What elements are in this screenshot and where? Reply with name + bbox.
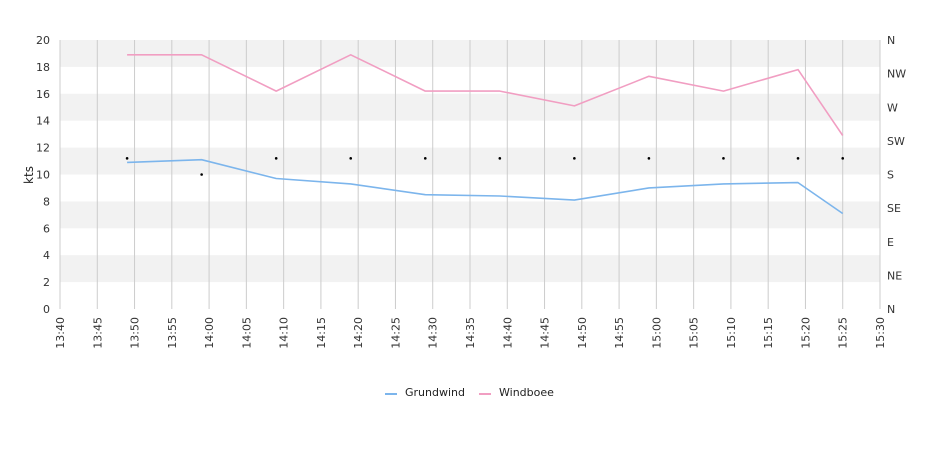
y-axis-right: N NW W SW S SE E NE N (887, 34, 906, 316)
x-tick-label: 14:45 (539, 317, 552, 349)
x-tick-label: 15:00 (650, 317, 663, 349)
y2-tick-label: SE (887, 202, 901, 215)
y-tick-label: 6 (43, 222, 50, 235)
direction-marker (125, 157, 129, 160)
y2-tick-label: N (887, 34, 895, 47)
x-tick-label: 15:25 (837, 317, 850, 349)
direction-marker (200, 173, 203, 176)
y-tick-label: 8 (43, 195, 50, 208)
y-tick-label: 4 (43, 249, 50, 262)
legend: Grundwind Windboee (385, 386, 554, 399)
x-tick-label: 14:35 (464, 317, 477, 349)
x-tick-label: 14:20 (352, 317, 365, 349)
x-tick-label: 13:45 (91, 317, 104, 349)
x-tick-label: 14:10 (278, 317, 291, 349)
y2-tick-label: S (887, 169, 894, 182)
direction-markers (125, 157, 845, 176)
y-tick-label: 0 (43, 303, 50, 316)
x-tick-label: 14:40 (501, 317, 514, 349)
y-tick-label: 14 (36, 115, 50, 128)
legend-label-windboee: Windboee (499, 386, 554, 399)
y2-tick-label: W (887, 101, 898, 114)
x-tick-label: 15:20 (799, 317, 812, 349)
x-tick-label: 15:30 (874, 317, 887, 349)
x-tick-label: 13:50 (129, 317, 142, 349)
series-line-grundwind (127, 158, 844, 215)
y-tick-label: 2 (43, 276, 50, 289)
y-tick-label: 10 (36, 169, 50, 182)
direction-marker (498, 157, 502, 160)
x-tick-label: 15:10 (725, 317, 738, 349)
y-tick-label: 20 (36, 34, 50, 47)
x-tick-label: 14:00 (203, 317, 216, 349)
x-tick-label: 14:15 (315, 317, 328, 349)
x-tick-label: 14:30 (427, 317, 440, 349)
y2-tick-label: NE (887, 269, 902, 282)
x-tick-label: 14:50 (576, 317, 589, 349)
y-tick-label: 12 (36, 142, 50, 155)
direction-marker (796, 157, 800, 160)
series-layer (127, 53, 844, 215)
y2-tick-label: N (887, 303, 895, 316)
legend-label-grundwind: Grundwind (405, 386, 465, 399)
legend-item-windboee[interactable]: Windboee (479, 386, 554, 399)
x-tick-label: 14:25 (389, 317, 402, 349)
y-tick-label: 16 (36, 88, 50, 101)
y-axis-left: 0 2 4 6 8 10 12 14 16 18 20 (36, 34, 50, 316)
y2-tick-label: NW (887, 68, 906, 81)
y-axis-title: kts (22, 166, 36, 184)
x-tick-label: 15:15 (762, 317, 775, 349)
direction-marker (573, 157, 576, 160)
direction-marker (722, 157, 725, 160)
x-tick-label: 15:05 (688, 317, 701, 349)
direction-marker (274, 157, 278, 160)
series-line-windboee (127, 53, 844, 136)
x-tick-label: 14:05 (240, 317, 253, 349)
x-axis: 13:40 13:45 13:50 13:55 14:00 14:05 14:10 14:15… (54, 317, 887, 349)
direction-marker (423, 157, 427, 160)
x-tick-label: 13:55 (166, 317, 179, 349)
direction-marker (841, 157, 845, 160)
x-tick-label: 13:40 (54, 317, 67, 349)
y2-tick-label: SW (887, 135, 905, 148)
vertical-gridlines (59, 40, 881, 309)
legend-item-grundwind[interactable]: Grundwind (385, 386, 465, 399)
y2-tick-label: E (887, 236, 894, 249)
direction-marker (349, 157, 353, 160)
x-tick-label: 14:55 (613, 317, 626, 349)
y-tick-label: 18 (36, 61, 50, 74)
direction-marker (647, 157, 651, 160)
